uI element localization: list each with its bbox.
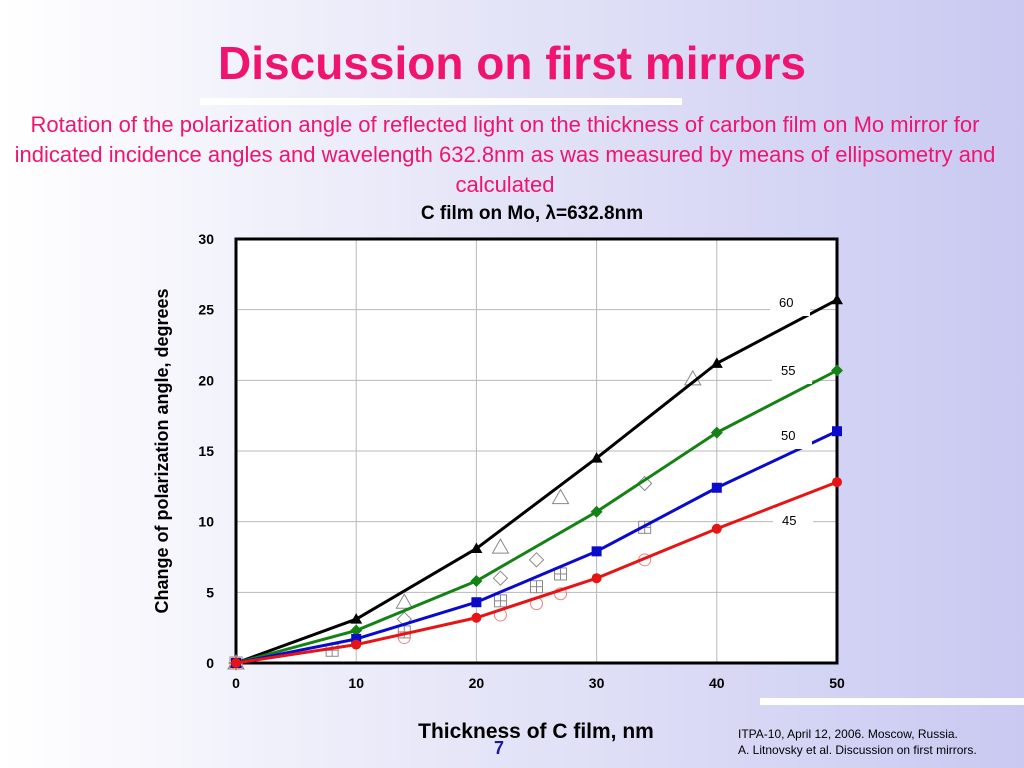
x-tick-label: 20 — [469, 675, 485, 691]
y-tick-label: 20 — [198, 372, 214, 388]
measured-50-point — [530, 580, 543, 594]
series-45-point — [591, 573, 602, 584]
y-tick-label: 25 — [198, 302, 214, 318]
series-label-45: 45 — [782, 513, 796, 528]
series-55-point — [831, 364, 843, 377]
measured-60-point — [395, 593, 414, 609]
x-axis-label: Thickness of C film, nm — [418, 720, 654, 743]
x-tick-label: 50 — [829, 675, 845, 691]
series-60-point — [350, 613, 363, 624]
series-line-55 — [235, 369, 838, 665]
series-50-point — [471, 597, 482, 608]
series-55-point — [470, 575, 483, 588]
y-tick-label: 15 — [198, 443, 214, 459]
series-50-point — [832, 426, 842, 437]
series-60-point — [831, 293, 843, 305]
measured-45-point — [554, 587, 568, 601]
series-45-point — [471, 612, 482, 623]
series-label-box — [772, 423, 812, 449]
x-tick-label: 10 — [348, 675, 364, 691]
series-label-60: 60 — [779, 295, 793, 310]
series-50-point — [711, 482, 722, 493]
measured-50-point — [493, 594, 507, 608]
series-line-60 — [235, 298, 838, 665]
x-tick-label: 30 — [589, 675, 605, 691]
series-line-50 — [235, 429, 838, 665]
slide-title: Discussion on first mirrors — [218, 37, 806, 89]
plot-frame — [234, 237, 839, 665]
measured-55-point — [492, 570, 509, 586]
x-tick-label: 0 — [232, 675, 240, 691]
footer-credit: ITPA-10, April 12, 2006. Moscow, Russia.… — [738, 726, 977, 758]
series-line-45 — [235, 480, 838, 665]
series-45-point — [711, 523, 722, 534]
series-50-point — [351, 633, 362, 644]
series-45-point — [351, 639, 362, 650]
series-label-55: 55 — [781, 363, 795, 378]
series-60-point — [590, 452, 603, 463]
measured-55-point — [528, 552, 545, 568]
series-55-point — [590, 505, 603, 518]
y-tick-label: 0 — [206, 655, 214, 671]
series-45-point — [832, 477, 842, 488]
series-55-point — [350, 624, 363, 637]
series-60-point — [470, 542, 483, 554]
x-tick-label: 40 — [709, 675, 725, 691]
measured-60-point — [491, 538, 510, 554]
measured-50-point — [554, 567, 568, 581]
slide-subtitle: Rotation of the polarization angle of re… — [14, 112, 996, 197]
page-number: 7 — [494, 738, 505, 758]
y-axis-label: Change of polarization angle, degrees — [152, 288, 172, 613]
series-label-box — [773, 508, 813, 534]
footer-underline — [760, 698, 1024, 705]
measured-55-point — [636, 475, 653, 492]
y-tick-label: 5 — [206, 584, 214, 600]
chart-title: C film on Mo, λ=632.8nm — [421, 203, 643, 224]
series-label-box — [772, 358, 812, 384]
series-label-box — [770, 290, 810, 316]
footer-credit-line-2: A. Litnovsky et al. Discussion on first … — [738, 743, 977, 757]
y-tick-label: 10 — [198, 514, 214, 530]
measured-45-point — [397, 631, 411, 645]
measured-60-point — [551, 488, 570, 505]
series-55-point — [710, 426, 723, 439]
series-label-50: 50 — [781, 428, 795, 443]
series-60-point — [710, 357, 723, 368]
series-45-point — [231, 658, 241, 668]
series-50-point — [591, 546, 602, 557]
footer-credit-line-1: ITPA-10, April 12, 2006. Moscow, Russia. — [738, 727, 958, 741]
title-underline — [200, 98, 682, 105]
y-tick-label: 30 — [198, 231, 214, 247]
